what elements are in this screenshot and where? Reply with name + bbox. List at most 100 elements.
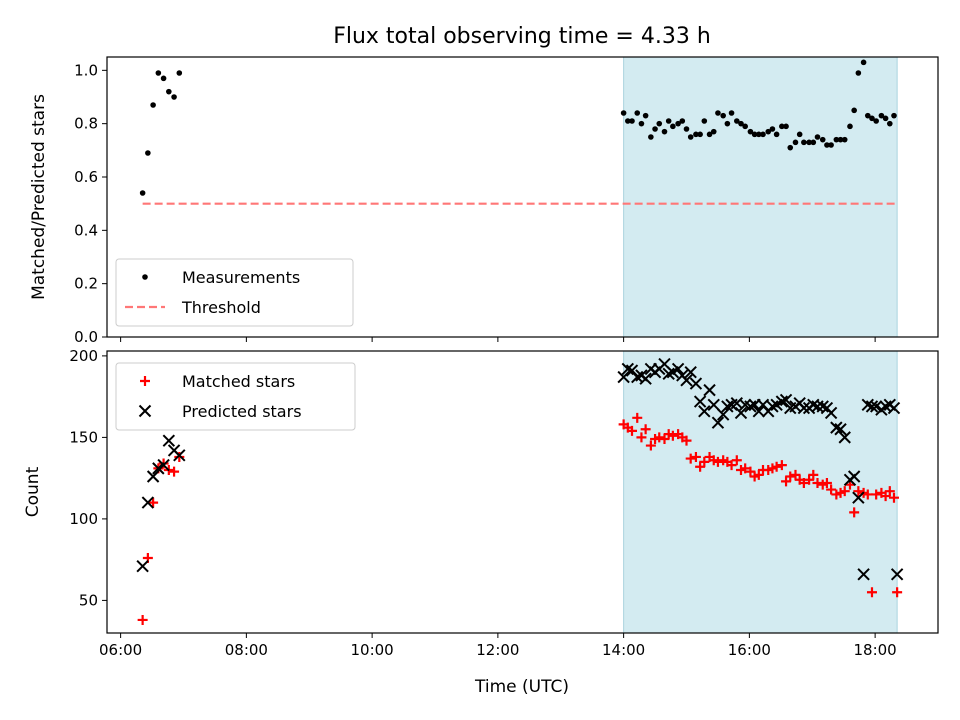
axes-frame: [106, 350, 939, 634]
data-point: [712, 456, 723, 467]
data-point: [667, 430, 678, 441]
data-point: [162, 434, 176, 447]
data-point: [625, 118, 631, 124]
data-point: [796, 131, 803, 138]
legend-label: Matched stars: [182, 372, 295, 391]
y-tick-label: 200: [69, 347, 98, 365]
data-point: [824, 406, 838, 420]
data-point: [779, 393, 793, 407]
y-tick-label: 0.4: [74, 221, 98, 239]
data-point: [697, 131, 703, 138]
data-point: [826, 484, 837, 495]
data-point: [675, 120, 681, 127]
data-point: [864, 112, 871, 119]
data-point: [728, 110, 735, 116]
y-tick-label: 0.8: [74, 115, 98, 133]
chart-title: Flux total observing time = 4.33 h: [333, 24, 711, 49]
data-point: [681, 435, 692, 446]
data-point: [821, 478, 832, 489]
data-point: [150, 102, 156, 108]
data-point: [882, 115, 889, 122]
data-point: [680, 374, 693, 387]
data-point: [715, 110, 721, 116]
data-point: [811, 400, 824, 413]
top-panel: 0.0 0.2 0.4 0.6 0.8 1.0 Measurements Threshold: [74, 56, 939, 346]
data-point: [888, 492, 899, 503]
data-point: [775, 395, 789, 408]
data-point: [847, 470, 861, 483]
x-tick-label: 14:00: [602, 641, 645, 659]
data-point: [640, 424, 651, 435]
y-tick-label: 0.6: [74, 168, 98, 186]
data-point: [148, 497, 159, 508]
data-point: [816, 400, 829, 413]
data-point: [841, 136, 848, 143]
data-point: [785, 471, 796, 482]
data-point: [146, 470, 160, 483]
data-point: [671, 362, 685, 376]
data-point: [838, 431, 851, 444]
data-point: [176, 70, 183, 76]
y-tick-label: 1.0: [74, 61, 98, 79]
legend-label: Threshold: [181, 298, 261, 317]
legend-box: [115, 362, 356, 431]
data-point: [890, 568, 904, 581]
data-point: [814, 134, 821, 140]
data-point: [886, 120, 893, 127]
data-point: [824, 142, 830, 148]
data-point: [136, 559, 149, 573]
data-point: [853, 486, 864, 497]
data-point: [710, 128, 717, 135]
data-point: [744, 400, 757, 413]
data-point: [662, 367, 675, 381]
x-axis-label: Time (UTC): [474, 677, 569, 697]
data-point: [703, 383, 716, 397]
data-point: [828, 142, 834, 148]
data-point: [174, 451, 185, 462]
data-point: [787, 144, 794, 151]
data-point: [670, 123, 676, 130]
data-point: [685, 453, 696, 464]
data-point: [690, 451, 701, 462]
data-point: [769, 126, 776, 132]
data-point: [783, 123, 789, 130]
data-point: [810, 139, 817, 146]
data-point: [837, 136, 844, 143]
data-point: [679, 118, 686, 124]
legend-swatch: [142, 274, 148, 280]
data-point: [806, 139, 812, 146]
data-point: [747, 128, 754, 135]
data-point: [878, 112, 885, 119]
data-point: [634, 110, 641, 116]
data-point: [652, 126, 658, 132]
data-point: [627, 425, 638, 436]
x-tick-label: 16:00: [728, 641, 771, 659]
data-point: [733, 118, 740, 124]
data-point: [884, 486, 895, 497]
data-point: [779, 123, 785, 130]
data-point: [776, 460, 787, 471]
data-point: [865, 400, 879, 413]
y-tick-label: 0.0: [74, 328, 98, 346]
data-point: [807, 398, 820, 411]
data-point: [742, 123, 748, 130]
data-point: [869, 115, 875, 122]
axes-frame: [106, 56, 939, 338]
data-point: [839, 486, 850, 497]
data-point: [648, 134, 654, 140]
data-point: [792, 139, 799, 146]
data-point: [849, 507, 860, 518]
data-point: [862, 489, 873, 500]
data-point: [629, 118, 635, 124]
data-point: [751, 131, 758, 138]
data-point: [720, 112, 726, 119]
data-point: [665, 118, 672, 124]
data-point: [139, 190, 146, 196]
bottom-panel: 06:00 08:00 10:00 12:00 14:00 16:00 18:00 50 100…: [69, 347, 939, 659]
data-point: [639, 372, 652, 385]
data-point: [726, 460, 737, 471]
data-point: [638, 120, 645, 127]
x-tick-label: 10:00: [351, 641, 394, 659]
data-point: [157, 458, 170, 472]
